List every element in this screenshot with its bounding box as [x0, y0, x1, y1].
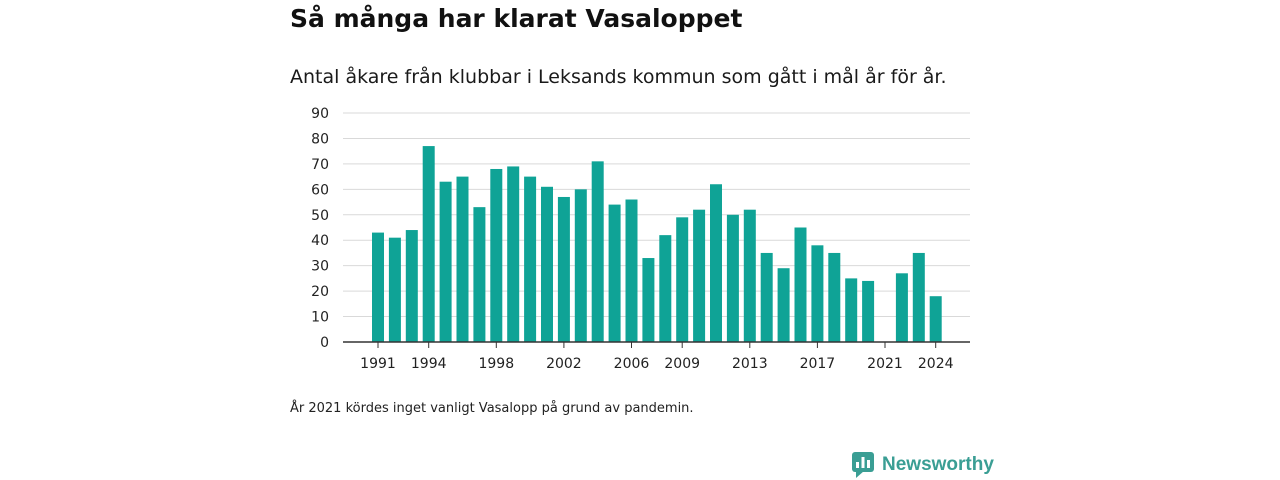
- bar-2004: [591, 161, 604, 342]
- bar-1997: [473, 207, 486, 342]
- y-tick-label: 30: [311, 259, 329, 275]
- bar-1993: [405, 230, 418, 342]
- bar-2016: [794, 227, 807, 342]
- y-tick-label: 50: [311, 208, 329, 224]
- newsworthy-logo[interactable]: Newsworthy: [852, 452, 994, 478]
- bar-2019: [845, 278, 858, 342]
- x-tick-label: 1994: [411, 356, 447, 372]
- chart-subtitle: Antal åkare från klubbar i Leksands komm…: [290, 66, 947, 88]
- y-tick-label: 0: [320, 335, 329, 351]
- x-tick-label: 2024: [918, 356, 954, 372]
- bar-2003: [574, 189, 587, 342]
- y-axis-ticks: 0 10 20 30 40 50 60 70 80 90: [311, 106, 329, 351]
- bar-1999: [507, 166, 520, 342]
- bar-2005: [608, 204, 621, 342]
- bar-2015: [777, 268, 790, 342]
- bar-2010: [693, 209, 706, 342]
- x-tick-label: 2009: [664, 356, 700, 372]
- x-tick-label: 1991: [360, 356, 396, 372]
- bar-1996: [456, 176, 469, 342]
- bar-2018: [828, 252, 841, 342]
- y-tick-label: 20: [311, 284, 329, 300]
- bar-2014: [760, 252, 773, 342]
- bar-2011: [710, 184, 722, 342]
- y-tick-label: 60: [311, 182, 329, 198]
- y-tick-label: 70: [311, 157, 329, 173]
- grid-lines: [343, 112, 970, 318]
- chart-title: Så många har klarat Vasaloppet: [290, 4, 743, 33]
- y-tick-label: 80: [311, 131, 329, 147]
- x-axis-ticks: 1991 1994 1998 2002 2006 2009 2013 2017 2021 2024: [360, 342, 954, 372]
- bar-2022: [895, 273, 908, 342]
- x-tick-label: 2013: [732, 356, 768, 372]
- brand-name: Newsworthy: [882, 454, 994, 475]
- footnote: År 2021 kördes inget vanligt Vasalopp på…: [290, 401, 694, 416]
- y-tick-label: 10: [311, 310, 329, 326]
- bar-1995: [439, 181, 452, 342]
- x-tick-label: 2002: [546, 356, 582, 372]
- chart-bubble-icon: [852, 452, 874, 478]
- bar-2007: [642, 258, 655, 342]
- x-tick-label: 2006: [614, 356, 650, 372]
- bar-1991: [372, 232, 384, 342]
- bar-2009: [676, 217, 689, 342]
- bar-2001: [541, 186, 553, 342]
- bar-chart: 0 10 20 30 40 50 60 70 80 90 1991 1994 1998 2002 2006…: [311, 106, 970, 372]
- bar-1994: [422, 146, 435, 342]
- bar-2023: [912, 252, 925, 342]
- bar-2024: [929, 296, 942, 342]
- x-tick-label: 1998: [478, 356, 514, 372]
- bar-2002: [557, 196, 570, 342]
- bar-1998: [490, 168, 503, 342]
- bar-2017: [811, 245, 824, 342]
- x-tick-label: 2017: [800, 356, 836, 372]
- y-tick-label: 40: [311, 233, 329, 249]
- bar-2006: [625, 199, 638, 342]
- bar-2000: [524, 176, 537, 342]
- x-tick-label: 2021: [867, 356, 903, 372]
- bar-2012: [726, 214, 739, 342]
- bars: [372, 146, 942, 342]
- y-tick-label: 90: [311, 106, 329, 122]
- bar-2013: [743, 209, 756, 342]
- bar-1992: [388, 237, 401, 342]
- bar-2008: [659, 235, 672, 342]
- bar-2020: [862, 280, 875, 342]
